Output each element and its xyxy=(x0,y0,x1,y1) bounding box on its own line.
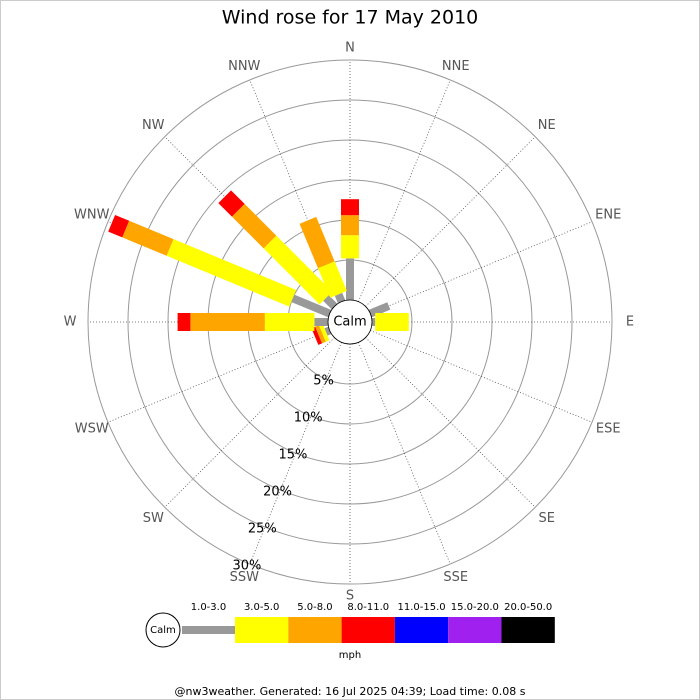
bar-segment xyxy=(218,190,245,217)
direction-label: NW xyxy=(142,118,165,133)
direction-label: NE xyxy=(538,118,556,133)
direction-label: SE xyxy=(539,511,555,526)
spoke xyxy=(164,337,335,508)
direction-label: ESE xyxy=(596,421,621,436)
bar-segment xyxy=(324,326,332,336)
bar-segment xyxy=(263,235,333,305)
spoke xyxy=(370,330,593,423)
legend-swatch xyxy=(394,617,449,643)
bar-segment xyxy=(231,203,277,249)
bar-segment xyxy=(368,302,391,318)
bar-segment xyxy=(375,313,409,331)
r-tick-label: 30% xyxy=(233,558,262,573)
bar-segment xyxy=(334,292,346,304)
bar-segment xyxy=(264,313,315,331)
bar-segment xyxy=(341,215,359,236)
legend-swatch xyxy=(501,617,555,643)
bar-segment xyxy=(122,220,174,256)
direction-label: N xyxy=(345,41,355,56)
bars xyxy=(108,190,409,345)
direction-label: WSW xyxy=(75,421,109,436)
legend-swatch xyxy=(235,617,289,643)
bar-segment xyxy=(166,239,297,307)
bar-segment xyxy=(318,323,330,342)
direction-label: E xyxy=(626,315,634,330)
legend-swatch xyxy=(182,626,235,634)
bar-segment xyxy=(291,294,332,318)
direction-label: SW xyxy=(143,511,164,526)
footer: @nw3weather. Generated: 16 Jul 2025 04:3… xyxy=(175,685,526,698)
r-tick-label: 25% xyxy=(248,521,277,536)
bar-segment xyxy=(314,318,329,326)
bar-segment xyxy=(311,326,323,345)
ring xyxy=(87,59,613,585)
spoke xyxy=(358,342,451,565)
direction-label: NNE xyxy=(442,59,470,74)
r-tick-label: 15% xyxy=(278,448,307,463)
bar-segment xyxy=(315,325,326,344)
bar-segment xyxy=(341,235,359,259)
spoke xyxy=(365,136,536,307)
bar-segment xyxy=(341,199,359,216)
bar-segment xyxy=(299,216,335,269)
calm-label: Calm xyxy=(333,315,366,330)
bar-segment xyxy=(108,214,130,238)
direction-label: NNW xyxy=(228,59,260,74)
calm-circle xyxy=(327,299,373,345)
legend-swatch xyxy=(448,617,502,643)
legend-swatch xyxy=(341,617,395,643)
spoke xyxy=(370,221,593,314)
bar-segment xyxy=(323,295,338,310)
bar-segment xyxy=(372,318,376,326)
legend-unit: mph xyxy=(339,650,361,661)
legend-label: 1.0-3.0 xyxy=(191,602,226,613)
direction-label: SSW xyxy=(230,570,260,585)
bar-segment xyxy=(190,313,265,331)
r-tick-label: 5% xyxy=(313,374,334,389)
r-tick-label: 20% xyxy=(263,484,292,499)
direction-label: ENE xyxy=(595,208,621,223)
chart-title: Wind rose for 17 May 2010 xyxy=(222,7,479,29)
direction-label: W xyxy=(64,315,77,330)
bar-segment xyxy=(177,313,191,331)
legend-label: 8.0-11.0 xyxy=(347,602,389,613)
ring xyxy=(127,99,573,545)
legend-label: 11.0-15.0 xyxy=(397,602,445,613)
spoke xyxy=(107,330,330,423)
bar-segment xyxy=(317,261,347,298)
legend-label: 15.0-20.0 xyxy=(451,602,499,613)
legend-label: 3.0-5.0 xyxy=(244,602,279,613)
legend-calm xyxy=(145,612,181,648)
spoke xyxy=(365,337,536,508)
legend-calm-label: Calm xyxy=(150,625,176,636)
direction-label: S xyxy=(346,589,354,604)
direction-label: SSE xyxy=(443,570,468,585)
spoke xyxy=(358,79,451,302)
legend-label: 20.0-50.0 xyxy=(504,602,552,613)
legend-swatch xyxy=(288,617,342,643)
legend-label: 5.0-8.0 xyxy=(297,602,332,613)
spoke xyxy=(249,342,342,565)
bar-segment xyxy=(346,258,354,300)
r-tick-label: 10% xyxy=(294,411,323,426)
direction-label: WNW xyxy=(74,208,110,223)
